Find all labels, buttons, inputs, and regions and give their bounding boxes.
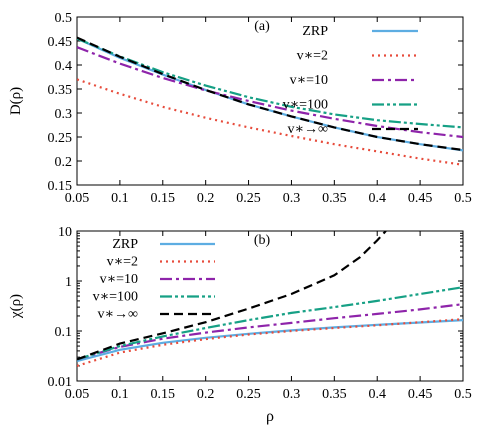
y-axis-label: D(ρ) xyxy=(8,87,24,115)
x-tick-label: 0.4 xyxy=(368,191,386,206)
y-tick-label: 0.1 xyxy=(55,325,73,340)
panel-label: (b) xyxy=(254,233,271,248)
legend-label-3: v∗=100 xyxy=(93,290,138,305)
y-tick-label: 0.15 xyxy=(48,179,73,194)
x-tick-label: 0.25 xyxy=(236,387,261,402)
x-tick-label: 0.5 xyxy=(454,387,472,402)
x-tick-label: 0.2 xyxy=(197,387,215,402)
x-tick-label: 0.25 xyxy=(236,191,261,206)
series-group xyxy=(77,231,463,367)
x-tick-label: 0.35 xyxy=(322,387,347,402)
legend-label-3: v∗=100 xyxy=(283,98,328,113)
x-tick-label: 0.4 xyxy=(368,387,386,402)
legend: ZRP v∗=2 v∗=10 v∗=100 v∗→∞ xyxy=(283,24,418,137)
y-tick-label: 0.35 xyxy=(48,83,73,98)
series-line-4 xyxy=(77,36,463,152)
y-tick-label: 0.01 xyxy=(48,375,73,390)
x-tick-label: 0.2 xyxy=(197,191,215,206)
y-tick-label: 0.4 xyxy=(55,59,73,74)
y-tick-label: 0.5 xyxy=(55,11,73,26)
x-tick-label: 0.15 xyxy=(151,191,176,206)
y-tick-label: 0.45 xyxy=(48,35,73,50)
plot-frame xyxy=(76,16,464,186)
y-tick-label: 0.2 xyxy=(55,155,73,170)
panel-label: (a) xyxy=(254,19,270,34)
x-axis-label: ρ xyxy=(266,408,274,425)
series-line-1 xyxy=(77,318,463,367)
series-line-3 xyxy=(77,286,463,361)
y-axis-label: χ(ρ) xyxy=(8,294,24,319)
series-line-3 xyxy=(77,37,463,129)
y-tick-label: 1 xyxy=(65,275,72,290)
x-tick-label: 0.5 xyxy=(454,191,472,206)
legend-label-2: v∗=10 xyxy=(290,73,328,88)
legend-label-1: v∗=2 xyxy=(107,255,138,270)
panel-b-chart: 0.05 0.1 0.15 0.2 0.25 0.3 0.35 0.4 0.45 0.5 0.01 0… xyxy=(8,225,472,425)
x-tick-label: 0.15 xyxy=(151,387,176,402)
x-tick-label: 0.35 xyxy=(322,191,347,206)
legend-label-0: ZRP xyxy=(302,24,328,39)
legend-label-4: v∗→∞ xyxy=(98,307,139,322)
y-tick-label: 10 xyxy=(58,225,72,240)
x-tick-label: 0.1 xyxy=(111,191,129,206)
x-tick-label: 0.3 xyxy=(283,191,301,206)
legend-label-4: v∗→∞ xyxy=(288,122,329,137)
y-tick-label: 0.25 xyxy=(48,131,73,146)
plot-frame xyxy=(76,230,464,382)
legend-label-1: v∗=2 xyxy=(297,49,328,64)
legend-label-0: ZRP xyxy=(112,237,138,252)
x-tick-label: 0.45 xyxy=(408,191,433,206)
x-tick-label: 0.05 xyxy=(65,191,90,206)
series-line-4 xyxy=(77,231,387,361)
series-line-0 xyxy=(77,37,463,152)
series-line-1 xyxy=(77,78,463,166)
x-tick-label: 0.1 xyxy=(111,387,129,402)
panel-a-chart: 0.05 0.1 0.15 0.2 0.25 0.3 0.35 0.4 0.45 0.5 0.15 0… xyxy=(8,11,472,206)
legend: ZRP v∗=2 v∗=10 v∗=100 v∗→∞ xyxy=(93,237,215,322)
series-group xyxy=(77,36,463,166)
y-tick-label: 0.3 xyxy=(55,107,73,122)
series-line-2 xyxy=(77,46,463,139)
x-tick-label: 0.45 xyxy=(408,387,433,402)
x-tick-label: 0.3 xyxy=(283,387,301,402)
x-tick-label: 0.05 xyxy=(65,387,90,402)
legend-label-2: v∗=10 xyxy=(100,272,138,287)
series-line-2 xyxy=(77,303,463,361)
